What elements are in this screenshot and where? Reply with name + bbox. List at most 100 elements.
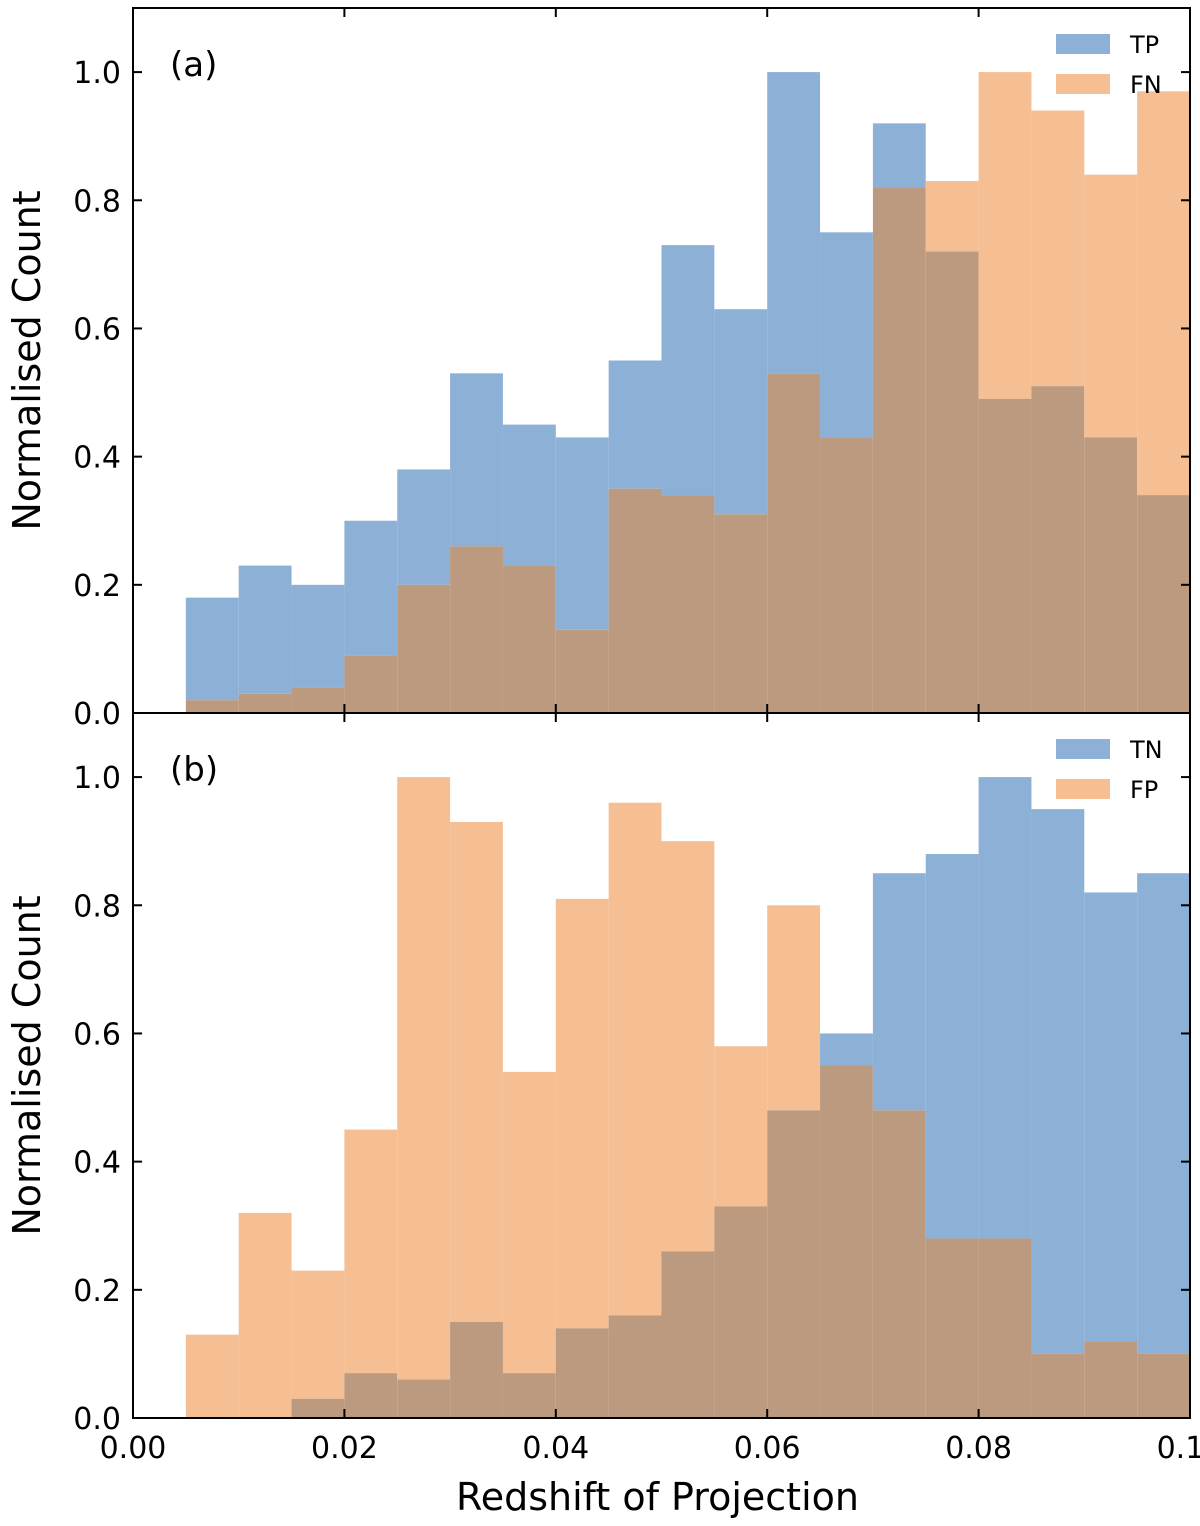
bar-fp-4 [397, 777, 451, 1380]
bar-overlap-tp-fn-11 [767, 373, 821, 713]
panel-a: 0.0 0.2 0.4 0.6 0.8 1.0 (a) Normalised Count TP F… [5, 7, 1191, 732]
bar-tn-14 [925, 854, 979, 1239]
bar-overlap-tp-fn-8 [608, 488, 662, 713]
panel-b: 0.0 0.2 0.4 0.6 0.8 1.0 (b) Normalised Count TN F… [5, 712, 1200, 1519]
legend-label-fp: FP [1130, 776, 1158, 804]
y-tick-label: 1.0 [73, 56, 121, 91]
bar-overlap-tn-fp-11 [767, 1110, 821, 1418]
bar-overlap-tn-fp-6 [502, 1373, 556, 1418]
bar-overlap-tn-fp-17 [1084, 1341, 1138, 1418]
y-tick-label: 0.6 [73, 312, 121, 347]
panel-label: (b) [170, 750, 218, 790]
bar-fn-15 [978, 72, 1032, 399]
y-tick-label: 0.0 [73, 1402, 121, 1437]
bar-tp-7 [555, 437, 609, 630]
x-tick-label: 0.08 [945, 1431, 1012, 1466]
bar-overlap-tp-fn-17 [1084, 437, 1138, 713]
bar-overlap-tp-fn-4 [397, 584, 451, 713]
bar-fn-14 [925, 181, 979, 252]
bar-overlap-tn-fp-5 [450, 1321, 503, 1418]
bar-tn-12 [820, 1033, 873, 1066]
legend-label-fn: FN [1130, 71, 1162, 99]
x-tick-label: 0.10 [1157, 1431, 1200, 1466]
bar-overlap-tn-fp-16 [1031, 1353, 1085, 1418]
y-tick-label: 0.8 [73, 184, 121, 219]
bar-fp-6 [502, 1071, 556, 1374]
bar-overlap-tn-fp-2 [291, 1398, 345, 1418]
bar-fp-2 [291, 1270, 345, 1399]
legend-swatch-tp [1056, 34, 1110, 54]
bar-overlap-tp-fn-1 [238, 693, 292, 713]
bar-overlap-tp-fn-3 [344, 655, 398, 713]
y-tick-label: 0.4 [73, 441, 121, 476]
x-tick-label: 0.06 [734, 1431, 801, 1466]
y-axis-title: Normalised Count [5, 895, 49, 1235]
bar-overlap-tp-fn-16 [1031, 386, 1085, 713]
bar-tp-1 [238, 565, 292, 694]
bar-tp-4 [397, 469, 451, 585]
bar-fp-0 [185, 1334, 239, 1418]
plot-frame [132, 712, 1191, 1419]
bar-overlap-tn-fp-15 [978, 1238, 1032, 1418]
bar-tp-8 [608, 360, 662, 489]
legend-swatch-fn [1056, 74, 1110, 94]
legend-label-tp: TP [1129, 31, 1159, 59]
bar-overlap-tp-fn-5 [450, 546, 503, 713]
y-tick-label: 0.2 [73, 1274, 121, 1309]
bar-tp-13 [872, 123, 926, 188]
bar-overlap-tn-fp-4 [397, 1379, 451, 1418]
bar-overlap-tp-fn-14 [925, 251, 979, 713]
bar-overlap-tn-fp-7 [555, 1328, 609, 1418]
bar-overlap-tp-fn-12 [820, 437, 873, 713]
y-tick-label: 0.0 [73, 697, 121, 732]
bar-tp-0 [185, 597, 239, 701]
bar-overlap-tp-fn-15 [978, 398, 1032, 713]
bar-overlap-tn-fp-14 [925, 1238, 979, 1418]
bar-fp-8 [608, 802, 662, 1316]
bar-overlap-tp-fn-10 [714, 514, 768, 713]
bar-fp-3 [344, 1129, 398, 1374]
bar-fn-16 [1031, 110, 1085, 387]
bar-tn-13 [872, 873, 926, 1111]
bar-overlap-tp-fn-9 [661, 495, 715, 713]
legend-swatch-fp [1056, 779, 1110, 799]
legend-swatch-tn [1056, 739, 1110, 759]
bar-overlap-tn-fp-3 [344, 1373, 398, 1418]
bar-tp-3 [344, 520, 398, 656]
bar-tn-15 [978, 777, 1032, 1239]
x-tick-label: 0.04 [522, 1431, 589, 1466]
bar-fp-9 [661, 841, 715, 1252]
bar-overlap-tp-fn-2 [291, 687, 345, 713]
bar-tp-2 [291, 584, 345, 688]
bar-tp-9 [661, 245, 715, 496]
bar-overlap-tn-fp-8 [608, 1315, 662, 1418]
legend-label-tn: TN [1129, 736, 1163, 764]
bar-fp-10 [714, 1046, 768, 1207]
panel-label: (a) [170, 45, 217, 85]
x-axis-title: Redshift of Projection [456, 1475, 859, 1519]
y-tick-label: 0.6 [73, 1017, 121, 1052]
bar-overlap-tp-fn-6 [502, 565, 556, 713]
bar-tp-6 [502, 424, 556, 566]
bar-tp-5 [450, 373, 503, 547]
bar-tp-10 [714, 309, 768, 515]
y-tick-label: 1.0 [73, 761, 121, 796]
bar-overlap-tn-fp-12 [820, 1065, 873, 1418]
bar-fp-7 [555, 898, 609, 1329]
bar-fn-18 [1137, 91, 1190, 496]
y-tick-label: 0.2 [73, 569, 121, 604]
y-tick-label: 0.4 [73, 1146, 121, 1181]
bar-overlap-tn-fp-9 [661, 1251, 715, 1418]
bar-overlap-tp-fn-7 [555, 629, 609, 713]
bar-overlap-tn-fp-10 [714, 1206, 768, 1418]
bar-overlap-tp-fn-0 [185, 700, 239, 713]
y-tick-label: 0.8 [73, 889, 121, 924]
bar-fn-17 [1084, 174, 1138, 438]
bar-fp-11 [767, 905, 821, 1111]
bar-fp-1 [238, 1212, 292, 1418]
bar-fp-5 [450, 821, 503, 1322]
bar-overlap-tn-fp-13 [872, 1110, 926, 1418]
y-axis-title: Normalised Count [5, 190, 49, 530]
bar-tp-11 [767, 72, 821, 374]
